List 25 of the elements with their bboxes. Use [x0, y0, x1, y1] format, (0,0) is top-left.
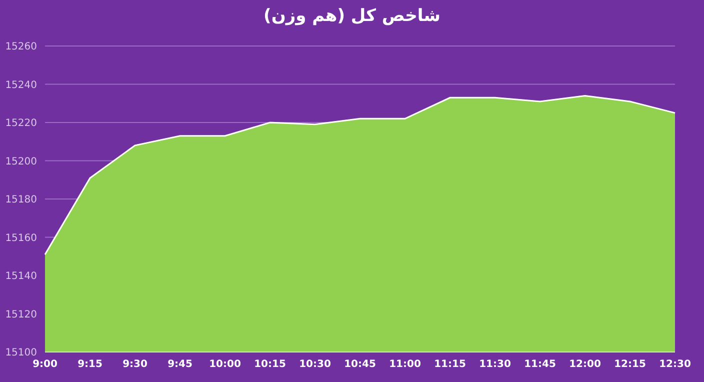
x-tick-label: 10:00 [209, 359, 241, 370]
x-tick-label: 11:30 [479, 359, 511, 370]
x-tick-label: 9:15 [78, 359, 102, 370]
x-tick-label: 9:45 [168, 359, 192, 370]
y-tick-label: 15140 [5, 271, 37, 282]
x-tick-label: 12:15 [614, 359, 646, 370]
y-tick-label: 15180 [5, 194, 37, 206]
y-tick-label: 15240 [5, 80, 37, 91]
x-tick-label: 10:30 [299, 359, 331, 370]
x-tick-label: 9:00 [32, 359, 58, 370]
x-tick-label: 10:15 [254, 359, 286, 370]
x-tick-label: 9:30 [122, 359, 148, 370]
y-tick-label: 15220 [5, 118, 37, 130]
y-tick-label: 15260 [5, 42, 37, 53]
y-tick-label: 15200 [5, 156, 37, 168]
x-tick-label: 10:45 [344, 359, 376, 370]
y-tick-label: 15100 [5, 348, 37, 359]
y-tick-label: 15120 [5, 309, 37, 320]
x-tick-label: 11:00 [389, 359, 421, 370]
x-tick-label: 12:00 [569, 359, 601, 370]
x-tick-label: 12:30 [659, 359, 691, 370]
x-tick-label: 11:15 [434, 359, 466, 370]
chart-title: شاخص کل (هم وزن) [262, 6, 442, 26]
x-tick-label: 11:45 [524, 359, 556, 370]
y-tick-label: 15160 [5, 232, 37, 244]
